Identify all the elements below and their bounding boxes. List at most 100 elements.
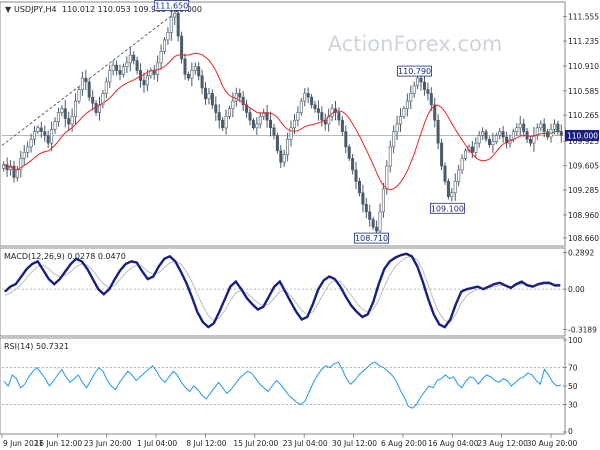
price-annotation-label: 111.650 — [155, 1, 188, 10]
price-candle — [125, 62, 129, 68]
time-axis-label: 6 Aug 20:00 — [381, 439, 427, 448]
price-candle — [481, 131, 485, 136]
price-candle — [412, 85, 416, 94]
price-candle — [351, 158, 355, 171]
price-axis-label: 111.235 — [568, 37, 599, 46]
price-candle — [135, 60, 139, 71]
time-axis-label: 30 Aug 20:00 — [527, 439, 578, 448]
price-candle — [505, 136, 509, 144]
price-candle — [26, 146, 30, 153]
price-annotation-label: 109.100 — [431, 204, 464, 213]
price-candle — [498, 131, 502, 136]
price-candle — [375, 226, 379, 232]
time-axis-label: 30 Jul 12:00 — [332, 439, 377, 448]
price-candle — [152, 70, 156, 75]
price-candle — [50, 129, 54, 144]
price-candle — [303, 93, 307, 102]
price-candle — [491, 141, 495, 146]
price-axis-label: 108.960 — [568, 211, 599, 220]
price-candle — [87, 81, 91, 98]
price-candle — [190, 70, 194, 79]
price-candle — [214, 104, 218, 113]
price-candle — [344, 131, 348, 148]
price-annotation-box — [429, 202, 465, 214]
price-axis-label: 109.925 — [568, 137, 599, 146]
price-candle — [241, 96, 245, 106]
price-candle — [238, 93, 242, 98]
price-candle — [518, 123, 522, 129]
rsi-axis-label: 0 — [568, 427, 573, 436]
price-annotation-box — [154, 0, 190, 11]
price-candle — [542, 123, 546, 132]
price-candle — [279, 150, 283, 163]
macd-axis: 0.2892 0.00 -0.3189 — [563, 249, 597, 334]
chart-symbol-label: USDJPY,H4 — [14, 5, 57, 14]
price-candle — [559, 131, 563, 136]
trend-line — [1, 12, 175, 146]
price-candle — [221, 119, 225, 129]
price-candle — [409, 93, 413, 102]
price-annotation-box — [354, 232, 390, 244]
price-candle — [337, 112, 341, 121]
price-candle — [347, 146, 351, 159]
price-candle — [429, 93, 433, 106]
price-candle — [231, 100, 235, 109]
price-candle — [193, 66, 197, 71]
price-candle — [316, 108, 320, 113]
moving-average-line — [3, 52, 562, 191]
price-candle — [436, 119, 440, 144]
price-axis-label: 110.585 — [568, 87, 599, 96]
price-candle — [405, 100, 409, 109]
price-candle — [43, 131, 47, 136]
price-candle — [84, 77, 88, 83]
price-candle — [19, 158, 23, 171]
price-candle — [80, 77, 84, 90]
price-reference-lines — [1, 12, 563, 146]
time-axis-label: 23 Jun 20:00 — [84, 439, 132, 448]
price-candle — [494, 135, 498, 142]
price-candle — [101, 93, 105, 106]
price-candle — [443, 165, 447, 182]
price-candle — [474, 142, 478, 153]
price-candle — [357, 181, 361, 194]
time-axis-label: 23 Jul 04:00 — [283, 439, 328, 448]
price-axis-label: 110.265 — [568, 111, 599, 120]
price-candle — [60, 108, 64, 113]
macd-axis-label: 0.00 — [568, 285, 585, 294]
price-candle — [419, 77, 423, 83]
price-candle — [361, 192, 365, 205]
price-candle — [340, 119, 344, 132]
price-candle — [539, 123, 543, 129]
price-candle — [354, 169, 358, 182]
symbol-dropdown-icon[interactable]: ▼ — [5, 5, 12, 14]
price-candle — [115, 64, 119, 71]
price-axis-label: 109.285 — [568, 186, 599, 195]
price-candle — [197, 66, 201, 77]
price-candle — [77, 89, 81, 102]
price-panel-frame — [0, 1, 566, 247]
rsi-levels — [2, 367, 563, 405]
price-candle — [183, 58, 187, 75]
price-candle — [313, 104, 317, 110]
price-candle — [402, 108, 406, 117]
price-candle — [306, 93, 310, 98]
last-price-label: 110.000 — [567, 131, 598, 140]
price-candle — [121, 66, 125, 75]
price-candle — [166, 31, 170, 41]
price-candle — [67, 118, 71, 125]
price-axis-label: 110.910 — [568, 62, 599, 71]
price-candle — [416, 77, 420, 86]
price-candle — [56, 112, 60, 122]
price-candle — [74, 100, 78, 117]
price-candle — [501, 131, 505, 138]
price-candle — [108, 70, 112, 83]
price-candle — [433, 104, 437, 121]
price-candle — [163, 39, 167, 52]
price-candle — [15, 169, 19, 178]
price-candle — [53, 121, 57, 130]
price-candle — [118, 70, 122, 75]
rsi-axis-label: 100 — [568, 336, 583, 345]
price-candle — [364, 204, 368, 213]
